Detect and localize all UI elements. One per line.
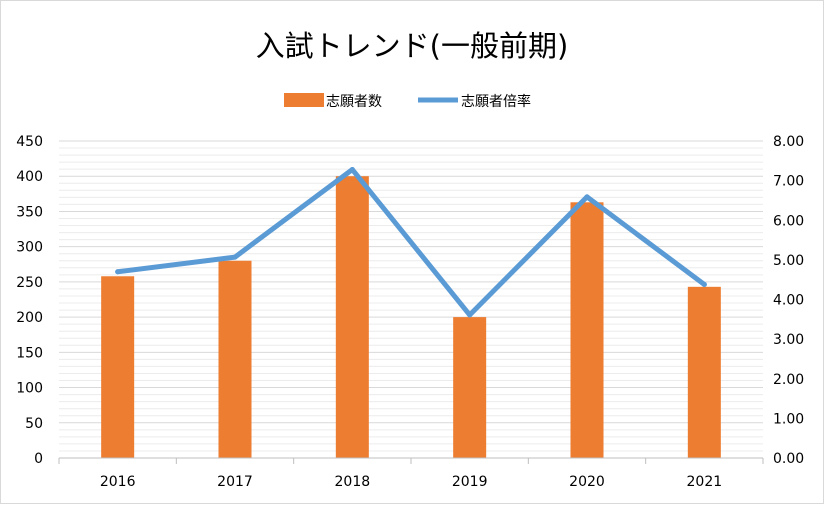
bar-2021	[687, 286, 721, 458]
legend: 志願者数 志願者倍率	[284, 93, 531, 110]
y-left-tick-label: 200	[16, 310, 43, 326]
y-right-tick-label: 8.00	[773, 134, 804, 150]
axes	[58, 457, 764, 464]
y-left-tick-label: 350	[16, 204, 43, 220]
y-right-tick-label: 0.00	[773, 451, 804, 467]
gridlines	[59, 140, 763, 459]
line-point-2017	[232, 254, 238, 260]
x-tick-label: 2020	[569, 474, 605, 490]
line-point-2019	[467, 312, 473, 318]
legend-swatch-bar	[284, 93, 324, 107]
line-series	[115, 167, 707, 318]
y-left-tick-label: 450	[16, 134, 43, 150]
bar-2016	[101, 276, 135, 458]
y-right-tick-label: 7.00	[773, 174, 804, 190]
y-left-tick-label: 250	[16, 275, 43, 291]
line-path	[115, 167, 707, 318]
y-right-tick-label: 6.00	[773, 213, 804, 229]
bar-2017	[218, 260, 252, 458]
y-right-tick-label: 3.00	[773, 332, 804, 348]
x-tick-label: 2019	[452, 474, 488, 490]
y-right-tick-label: 5.00	[773, 253, 804, 269]
legend-label-line: 志願者倍率	[461, 93, 531, 110]
legend-label-bar: 志願者数	[326, 94, 382, 110]
bar-2019	[453, 317, 487, 458]
y-left-tick-label: 400	[16, 169, 43, 185]
line-point-2016	[115, 269, 121, 275]
line-point-2020	[584, 194, 590, 200]
y-left-tick-label: 50	[25, 416, 43, 432]
chart-title: 入試トレンド(一般前期)	[256, 29, 569, 63]
bar-2020	[570, 202, 604, 458]
bar-2018	[335, 176, 369, 458]
y-right-tick-label: 1.00	[773, 411, 804, 427]
line-point-2018	[349, 167, 355, 173]
x-tick-label: 2021	[687, 474, 723, 490]
y-right-tick-label: 2.00	[773, 372, 804, 388]
y-left-tick-label: 150	[16, 345, 43, 361]
y-left-tick-label: 0	[34, 451, 43, 467]
bar-series	[101, 176, 721, 458]
y-left-tick-label: 300	[16, 240, 43, 256]
tick-labels: 0 50 100 150 200 250 300 350 400 450 0.00 1.00 2.00 3…	[16, 134, 804, 490]
x-tick-label: 2018	[335, 474, 371, 490]
y-left-tick-label: 100	[16, 381, 43, 397]
x-tick-label: 2016	[100, 474, 136, 490]
line-point-2021	[701, 281, 707, 287]
y-right-tick-label: 4.00	[773, 293, 804, 309]
x-tick-label: 2017	[217, 474, 253, 490]
